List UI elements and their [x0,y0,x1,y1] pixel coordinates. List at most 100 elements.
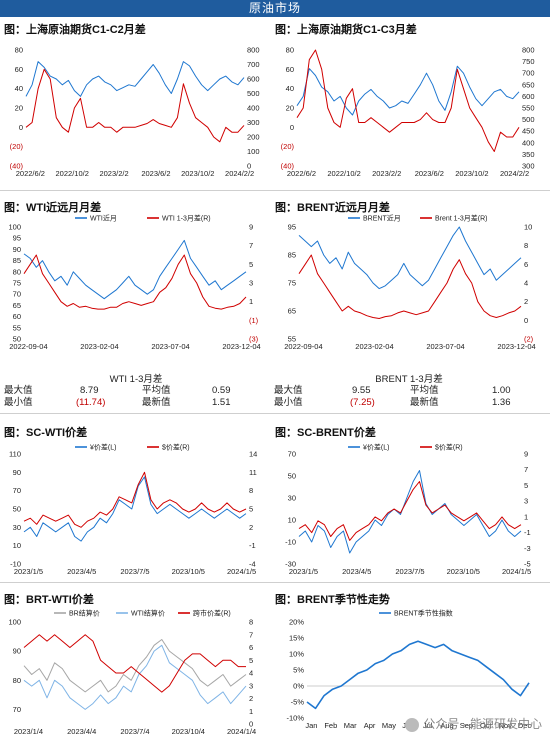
y-right-tick-label: 5 [249,656,253,665]
y-left-tick-label: -5% [291,698,305,707]
series-line [23,239,247,300]
y-right-tick-label: 10 [524,223,532,232]
x-tick-label: 2023-12-04 [497,342,535,351]
legend-item: BRENT近月 [348,214,401,223]
y-right-tick-label: 500 [522,115,535,124]
y-right-tick-label: 11 [249,468,257,477]
y-left-tick-label: 60 [15,65,23,74]
c5-svg: 110 90 70 50 30 10 -10 14 11 8 5 2 -1 -4 2023/1/5 2023/… [9,443,257,577]
x-tick-label: 2023/10/4 [172,727,205,736]
legend-label: BRENT近月 [363,214,401,223]
y-left-tick-label: 95 [288,223,296,232]
y-right-tick-label: 400 [247,104,260,113]
stats-wti-avg-label: 平均值 [142,385,171,396]
x-tick-label: Aug [440,721,453,730]
y-left-tick-label: 50 [13,505,21,514]
stats-brent-min-label: 最小值 [274,397,303,408]
panel-title-sc-wti: 图：SC-WTI价差 [4,427,88,439]
chart-sc-wti: 110 90 70 50 30 10 -10 14 11 8 5 2 -1 -4 2023/1/5 2023/… [4,442,270,578]
stats-wti-title: WTI 1-3月差 [109,374,163,385]
legend-item: BR结算价 [54,609,100,618]
divider [0,413,550,414]
y-left-tick-label: 100 [8,223,21,232]
y-right-tick-label: -3 [524,544,531,553]
x-tick-label: 2023-07-04 [426,342,464,351]
watermark: 公众号 · 能源研发中心 [405,715,542,732]
y-right-tick-label: 300 [522,162,535,171]
y-left-tick-label: 80 [286,46,294,55]
y-right-tick-label: 7 [524,465,528,474]
stats-wti-max-label: 最大值 [4,385,33,396]
x-tick-label: Feb [324,721,337,730]
y-right-tick-label: 500 [247,89,260,98]
stats-brent-max-label: 最大值 [274,385,303,396]
x-tick-label: 2023/7/5 [120,567,149,576]
y-right-tick-label: 7 [249,241,253,250]
stats-wti-latest-label: 最新值 [142,397,171,408]
x-tick-label: 2023/10/2 [455,169,488,178]
y-right-tick-label: 400 [522,138,535,147]
y-left-tick-label: 70 [13,705,21,714]
y-right-tick-label: 100 [247,147,260,156]
stats-brent-row1: 最大值 9.55 平均值 1.00 [272,385,546,397]
y-left-tick-label: 55 [13,323,21,332]
y-right-tick-label: 4 [249,669,253,678]
y-right-tick-label: 350 [522,150,535,159]
divider [0,190,550,191]
y-left-tick-label: (40) [281,162,295,171]
x-tick-label: 2024/1/4 [227,727,256,736]
y-left-tick-label: (20) [281,142,295,151]
y-right-tick-label: 2 [524,297,528,306]
y-left-tick-label: 30 [13,523,21,532]
y-right-tick-label: 7 [249,630,253,639]
y-left-tick-label: 70 [13,290,21,299]
y-left-tick-label: 75 [288,279,296,288]
x-tick-label: Sep [460,721,473,730]
panel-title-brent-seasonal: 图：BRENT季节性走势 [275,594,390,606]
y-right-tick-label: 5 [249,260,253,269]
stats-brent-latest-label: 最新值 [410,397,439,408]
series-line [23,471,247,528]
x-tick-label: 2023/4/5 [342,567,371,576]
legend-label: 跨市价差(R) [193,609,231,618]
y-right-tick-label: 2 [249,694,253,703]
stats-brent-latest-value: 1.36 [492,397,511,408]
y-left-tick-label: 20% [289,618,304,627]
y-right-tick-label: 2 [249,523,253,532]
y-left-tick-label: 100 [8,618,21,627]
x-tick-label: 2023-07-04 [151,342,189,351]
y-left-tick-label: 85 [288,251,296,260]
y-left-tick-label: 5% [293,666,304,675]
legend-label: $价差(R) [435,443,463,452]
x-tick-label: 2022/10/2 [327,169,360,178]
legend-label: BRENT季节性指数 [394,609,453,618]
y-left-tick-label: 80 [15,46,23,55]
series-line [298,470,522,554]
legend-item: WTI 1-3月差(R) [147,214,211,223]
panel-title-sc-brent: 图：SC-BRENT价差 [275,427,376,439]
x-tick-label: 2024/1/5 [502,567,531,576]
y-left-tick-label: 50 [288,472,296,481]
y-right-tick-label: 650 [522,80,535,89]
y-left-tick-label: (40) [10,162,24,171]
series-line [298,226,522,290]
y-left-tick-label: 75 [13,279,21,288]
y-left-tick-label: 80 [13,267,21,276]
market-banner: 原油市场 [0,0,550,17]
stats-brent-title: BRENT 1-3月差 [375,374,443,385]
y-left-tick-label: 15% [289,634,304,643]
y-right-tick-label: 200 [247,133,260,142]
x-tick-label: 2022/6/2 [16,169,45,178]
series-line [298,254,522,319]
y-left-tick-label: 0% [293,682,304,691]
panel-title-sc-c1c2: 图：上海原油期货C1-C2月差 [4,24,146,36]
x-tick-label: 2022-09-04 [9,342,47,351]
x-tick-label: 2024/1/5 [227,567,256,576]
legend-item: 跨市价差(R) [178,609,231,618]
y-right-tick-label: 1 [249,707,253,716]
series-line [296,65,520,116]
series-line [296,49,520,152]
stats-wti-avg-value: 0.59 [212,385,231,396]
y-right-tick-label: 9 [524,450,528,459]
y-right-tick-label: 8 [524,241,528,250]
